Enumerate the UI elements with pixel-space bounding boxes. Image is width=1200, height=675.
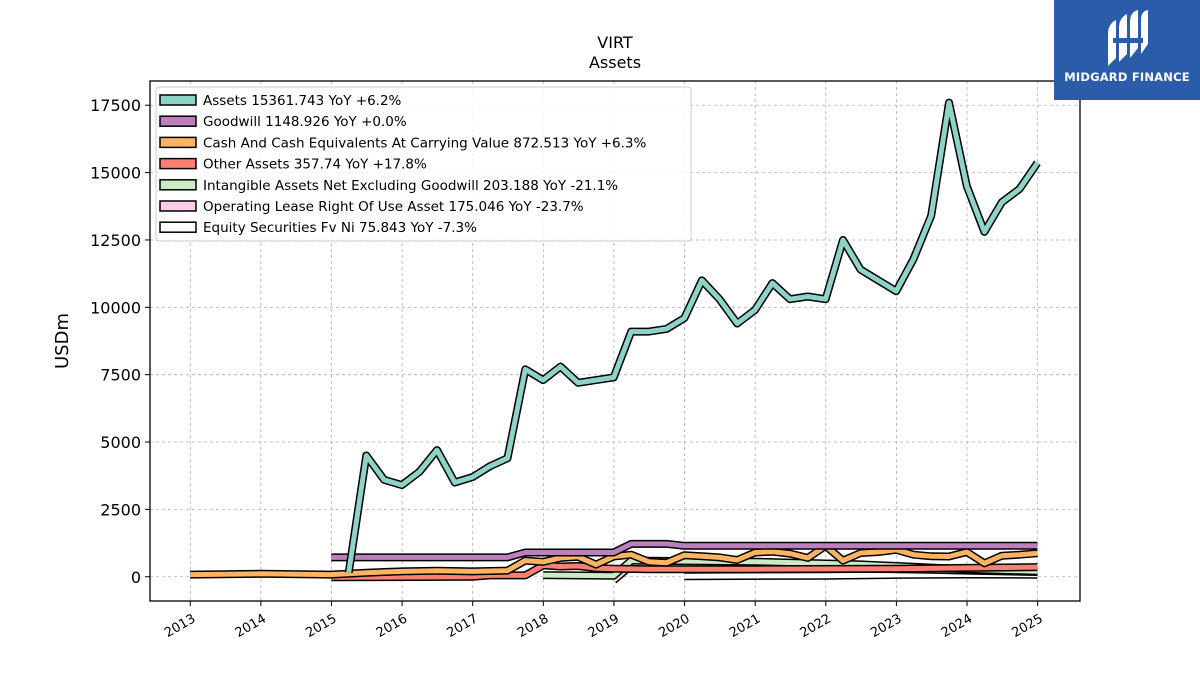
x-ticks: 2013 2014 2015 2016 2017 2018 2019 2020 2021 2022…: [162, 601, 1046, 641]
legend-swatch-other-assets: [159, 157, 197, 170]
x-tick-label: 2024: [939, 611, 975, 641]
x-tick-label: 2018: [515, 611, 551, 641]
y-axis-label: USDm: [52, 313, 73, 369]
legend-label-intangible-assets-net-excluding-goodwill: Intangible Assets Net Excluding Goodwill…: [203, 178, 618, 194]
legend-label-other-assets: Other Assets 357.74 YoY +17.8%: [203, 157, 427, 173]
legend-label-assets: Assets 15361.743 YoY +6.2%: [203, 93, 402, 109]
x-tick-label: 2017: [445, 611, 481, 641]
x-tick-label: 2020: [656, 611, 692, 641]
y-tick-label: 17500: [90, 96, 141, 115]
plot-frame: [149, 80, 1081, 602]
legend-swatch-operating-lease-right-of-use-asset: [159, 200, 197, 212]
series-line-assets: [346, 100, 1040, 574]
series-line-other-assets: [331, 562, 1038, 580]
y-tick-label: 10000: [90, 298, 141, 317]
series-line-cash-and-cash-equivalents-at-carrying-value: [190, 543, 1038, 578]
brand-logo: MIDGARD FINANCE: [1054, 0, 1200, 100]
legend-swatch-goodwill: [159, 115, 197, 127]
legend-swatch-cash-and-cash-equivalents-at-carrying-value: [159, 136, 197, 149]
series-line-goodwill: [331, 541, 1038, 560]
legend-swatch-equity-securities-fv-ni: [159, 221, 197, 233]
legend-swatch-assets: [159, 94, 197, 106]
legend-label-goodwill: Goodwill 1148.926 YoY +0.0%: [203, 114, 407, 130]
y-tick-label: 7500: [100, 366, 141, 385]
x-tick-label: 2022: [798, 611, 834, 641]
series-group: [190, 98, 1041, 584]
y-tick-label: 5000: [100, 433, 141, 452]
legend-swatch-intangible-assets-net-excluding-goodwill: [159, 179, 197, 191]
legend-box: [155, 86, 692, 242]
x-tick-label: 2021: [727, 611, 763, 641]
legend-label-equity-securities-fv-ni: Equity Securities Fv Ni 75.843 YoY -7.3%: [203, 220, 477, 236]
x-tick-label: 2023: [868, 611, 904, 641]
x-tick-label: 2019: [586, 611, 622, 641]
x-tick-label: 2013: [162, 611, 198, 641]
legend-label-operating-lease-right-of-use-asset: Operating Lease Right Of Use Asset 175.0…: [203, 199, 584, 215]
y-tick-label: 15000: [90, 164, 141, 183]
y-tick-label: 2500: [100, 500, 141, 519]
x-tick-label: 2016: [374, 611, 410, 641]
x-tick-label: 2025: [1009, 611, 1045, 641]
x-tick-label: 2015: [303, 611, 339, 641]
x-tick-label: 2014: [233, 611, 269, 641]
brand-mark-icon: [1108, 10, 1148, 66]
y-tick-label: 0: [131, 568, 141, 587]
brand-name: MIDGARD FINANCE: [1064, 70, 1190, 84]
legend-label-cash-and-cash-equivalents-at-carrying-value: Cash And Cash Equivalents At Carrying Va…: [203, 135, 647, 151]
legend: Assets 15361.743 YoY +6.2% Goodwill 1148.…: [155, 86, 692, 242]
chart-title: VIRT: [597, 33, 633, 52]
y-tick-label: 12500: [90, 231, 141, 250]
y-ticks: 0 2500 5000 7500 10000 12500 15000 17500: [90, 96, 150, 587]
chart-subtitle: Assets: [589, 53, 641, 72]
